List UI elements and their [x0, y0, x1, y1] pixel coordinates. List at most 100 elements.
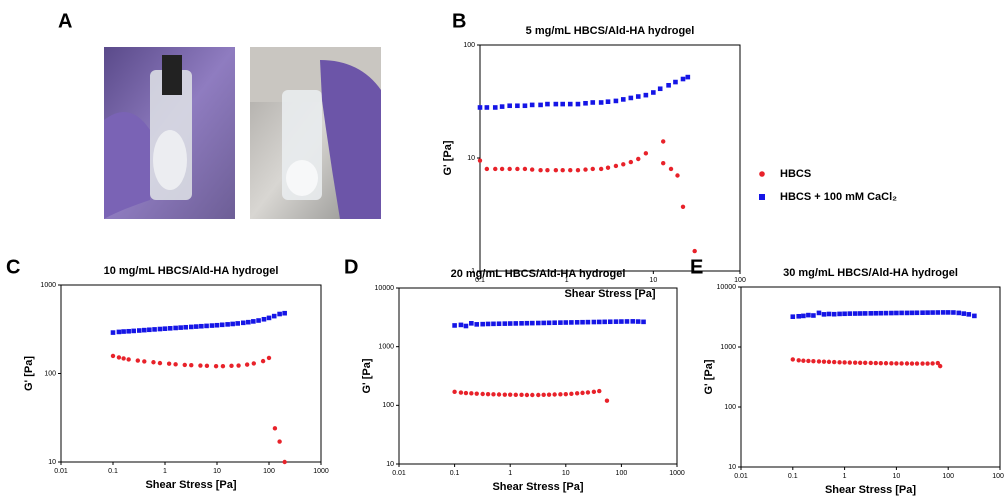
data-point [643, 151, 649, 156]
data-point [166, 361, 172, 366]
data-point [816, 359, 822, 364]
data-point [563, 320, 569, 325]
x-axis-title: Shear Stress [Pa] [825, 484, 916, 496]
data-point [251, 319, 256, 324]
data-point [183, 324, 188, 330]
data-point [538, 167, 543, 173]
data-point [668, 166, 674, 172]
data-point [266, 355, 272, 361]
data-point [535, 320, 541, 326]
data-point [569, 391, 574, 397]
data-point [878, 360, 884, 366]
data-point [491, 392, 496, 397]
data-point [558, 320, 563, 325]
data-point [178, 325, 183, 330]
data-point [214, 322, 220, 328]
data-point [530, 320, 535, 326]
x-tick-label: 0.1 [450, 470, 460, 477]
data-point [585, 390, 591, 395]
data-point [121, 356, 126, 361]
data-point [560, 101, 566, 107]
panel-label: C [6, 256, 20, 278]
data-point [613, 98, 619, 104]
data-point [246, 319, 251, 325]
y-tick-label: 1000 [378, 344, 394, 351]
data-point [204, 323, 209, 329]
data-point [591, 389, 597, 395]
data-point [624, 319, 630, 324]
data-point [621, 162, 626, 167]
data-point [801, 313, 806, 319]
data-point [657, 86, 663, 92]
y-tick-label: 100 [382, 402, 394, 409]
y-axis-title: G' [Pa] [361, 358, 373, 393]
data-point [685, 74, 691, 80]
data-point [585, 319, 591, 325]
data-point [480, 321, 485, 327]
data-point [920, 310, 925, 315]
y-tick-label: 1000 [40, 282, 56, 289]
data-point [801, 358, 806, 363]
x-tick-label: 10 [562, 470, 570, 477]
data-point [596, 319, 602, 325]
data-point [580, 390, 585, 396]
data-point [806, 312, 811, 318]
data-point [635, 94, 641, 99]
data-point [567, 101, 573, 107]
data-point [173, 362, 178, 367]
data-point [477, 158, 483, 163]
data-point [463, 323, 469, 329]
x-tick-label: 1000 [992, 473, 1004, 480]
x-tick-label: 0.01 [392, 470, 406, 477]
data-point [598, 166, 604, 172]
legend-marker [759, 194, 765, 200]
data-point [167, 326, 173, 331]
data-point [643, 92, 649, 98]
data-point [121, 329, 126, 334]
data-point [513, 392, 518, 398]
x-tick-label: 1 [565, 277, 569, 284]
data-point [837, 360, 842, 365]
data-point [568, 167, 573, 173]
data-point [546, 320, 552, 326]
data-point [272, 426, 278, 431]
y-tick-label: 10 [467, 155, 475, 162]
data-point [837, 311, 842, 317]
data-point [868, 360, 873, 366]
data-point [474, 391, 479, 396]
data-point [563, 391, 568, 397]
data-point [863, 360, 868, 366]
data-point [492, 105, 498, 110]
x-tick-label: 10 [649, 277, 657, 284]
data-point [110, 330, 116, 335]
data-point [469, 391, 474, 396]
data-point [496, 321, 502, 327]
data-point [235, 321, 240, 326]
data-point [515, 103, 520, 109]
x-axis-title: Shear Stress [Pa] [564, 288, 655, 300]
data-point [604, 398, 610, 403]
data-point [598, 100, 604, 105]
legend-label: HBCS [780, 168, 811, 180]
data-point [580, 319, 585, 325]
data-point [956, 310, 962, 316]
data-point [605, 99, 611, 104]
data-point [583, 167, 588, 172]
data-point [597, 388, 602, 394]
data-point [135, 358, 141, 363]
data-point [220, 363, 226, 369]
data-point [463, 390, 469, 396]
data-point [546, 392, 552, 397]
data-point [847, 360, 852, 365]
data-point [591, 319, 597, 325]
data-point [229, 363, 234, 369]
data-point [507, 166, 512, 172]
data-point [937, 363, 943, 369]
data-point [628, 159, 634, 165]
data-point [541, 320, 546, 326]
data-point [602, 319, 607, 325]
data-point [583, 100, 588, 106]
chart: C 10 mg/mL HBCS/Ald-HA hydrogel 0.01 0.1 1 10… [6, 256, 329, 491]
data-point [560, 167, 565, 173]
